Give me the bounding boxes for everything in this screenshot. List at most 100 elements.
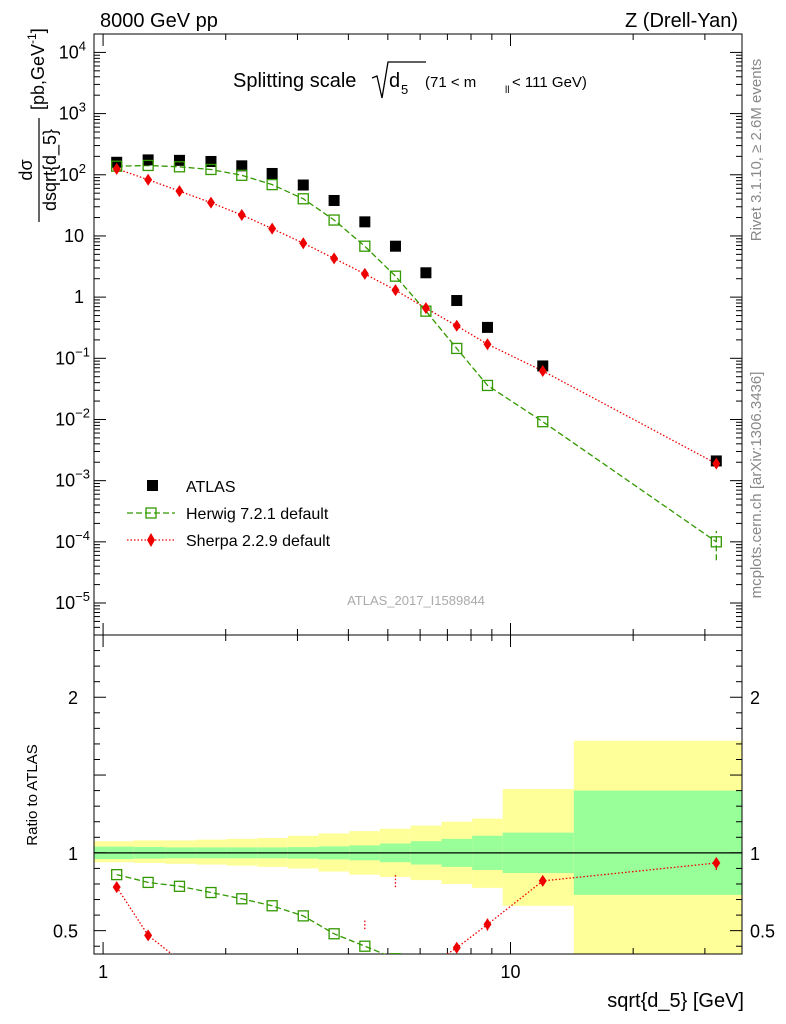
ratio-bands <box>94 740 742 954</box>
sherpa-ratio-point <box>361 981 369 993</box>
rivet-label: Rivet 3.1.10, ≥ 2.6M events <box>748 59 765 242</box>
legend: ATLAS Herwig 7.2.1 default Sherpa 2.2.9 … <box>127 479 331 550</box>
legend-herwig-label: Herwig 7.2.1 default <box>186 506 329 523</box>
mcplots-label: mcplots.cern.ch [arXiv:1306.3436] <box>748 372 765 599</box>
header-right: Z (Drell-Yan) <box>625 10 738 32</box>
ratio-y-tick-label-right: 1 <box>750 844 760 864</box>
legend-sherpa-marker <box>147 533 155 547</box>
sherpa-point <box>421 302 430 315</box>
ratio-y-tick-label: 2 <box>68 688 78 708</box>
y-tick-label: 1 <box>74 287 84 307</box>
sherpa-point <box>237 208 246 221</box>
chart-title: Splitting scale d 5 (71 < m ll < 111 GeV… <box>233 61 587 99</box>
atlas-point <box>111 156 123 168</box>
y-tick-label: 103 <box>59 100 86 124</box>
herwig-ratio-point <box>111 868 123 881</box>
herwig-point <box>205 163 217 176</box>
atlas-point <box>205 155 217 167</box>
y-tick-label: 10−3 <box>55 467 90 491</box>
herwig-point <box>328 214 340 226</box>
sqrt-sign-icon <box>371 61 426 99</box>
sherpa-ratio-point <box>538 874 547 887</box>
atlas-point <box>236 160 248 172</box>
title-cut-pre: (71 < m <box>425 74 476 91</box>
atlas-point <box>266 167 278 179</box>
sherpa-ratio-point <box>144 929 153 942</box>
y-tick-label: 10 <box>64 226 84 246</box>
herwig-ratio-line <box>116 873 386 954</box>
sherpa-point <box>268 222 277 235</box>
herwig-point <box>359 240 371 252</box>
sherpa-ratio-point <box>483 918 492 931</box>
sherpa-ratio-point <box>207 970 215 982</box>
ratio-y-tick-label: 1 <box>68 844 78 864</box>
x-tick-label: 1 <box>98 962 108 982</box>
y-tick-label: 10−2 <box>55 405 90 429</box>
herwig-ratio-point <box>538 984 548 994</box>
y-tick-label: 10−1 <box>55 344 90 368</box>
header-left: 8000 GeV pp <box>100 10 218 32</box>
herwig-point <box>236 169 248 181</box>
atlas-point <box>328 194 340 206</box>
title-cut-sub: ll <box>505 85 509 96</box>
sherpa-point <box>144 173 153 186</box>
atlas-point <box>297 179 309 191</box>
ratio-y-tick-label-right: 0.5 <box>750 922 775 942</box>
herwig-ratio-point <box>452 978 462 988</box>
herwig-point <box>389 270 402 282</box>
sherpa-ratio-point <box>299 985 307 997</box>
herwig-ratio-point <box>173 880 186 892</box>
herwig-ratio-point <box>236 893 248 905</box>
herwig-point <box>710 536 722 548</box>
sherpa-point <box>483 338 492 351</box>
atlas-point <box>173 154 185 166</box>
ylabel-units: [pb,GeV-1] <box>25 28 48 110</box>
y-tick-label: 104 <box>59 38 86 62</box>
sherpa-point <box>360 267 369 280</box>
analysis-watermark: ATLAS_2017_I1589844 <box>347 593 485 608</box>
sherpa-ratio-point <box>712 856 721 869</box>
herwig-ratio-point <box>205 886 217 899</box>
sherpa-point <box>112 162 121 175</box>
y-tick-label: 102 <box>59 161 86 185</box>
ratio-y-tick-label-right: 2 <box>750 688 760 708</box>
herwig-ratio-point <box>359 940 371 952</box>
sherpa-ratio-point <box>175 954 183 966</box>
y-tick-label: 10−4 <box>55 528 90 552</box>
legend-herwig-marker <box>145 507 157 519</box>
herwig-ratio-point <box>482 986 492 996</box>
y-axis-label: dσ dsqrt{d_5} [pb,GeV-1] <box>16 28 61 222</box>
ylabel-numerator: dσ <box>16 159 36 180</box>
sherpa-ratio-point <box>112 881 121 894</box>
sherpa-ratio-point <box>452 941 461 954</box>
herwig-point <box>481 379 494 392</box>
atlas-point <box>451 295 463 307</box>
herwig-point <box>266 178 278 191</box>
sherpa-ratio-point <box>268 983 276 995</box>
x-axis-label: sqrt{d_5} [GeV] <box>607 990 744 1012</box>
herwig-ratio-point <box>328 928 340 940</box>
x-tick-label: 10 <box>500 962 520 982</box>
sherpa-point <box>299 237 308 250</box>
ratio-band-stat <box>573 790 742 895</box>
sherpa-ratio-point <box>391 973 399 985</box>
sherpa-line <box>116 168 717 465</box>
herwig-ratio-point <box>142 876 154 889</box>
sherpa-ratio-point <box>422 962 430 974</box>
herwig-point <box>297 193 309 205</box>
atlas-point <box>359 216 371 228</box>
sherpa-ratio-point <box>238 978 246 990</box>
atlas-point <box>420 267 432 279</box>
legend-sherpa-label: Sherpa 2.2.9 default <box>186 533 331 550</box>
herwig-ratio-point <box>389 953 402 954</box>
sherpa-point <box>452 319 461 332</box>
ratio-plot-frame <box>93 634 743 955</box>
herwig-point <box>537 416 549 428</box>
herwig-ratio-point <box>297 910 309 922</box>
sherpa-ratio-point <box>330 985 338 997</box>
ratio-y-tick-label: 0.5 <box>53 922 78 942</box>
sherpa-point <box>538 365 547 378</box>
main-plot-area <box>111 154 722 561</box>
